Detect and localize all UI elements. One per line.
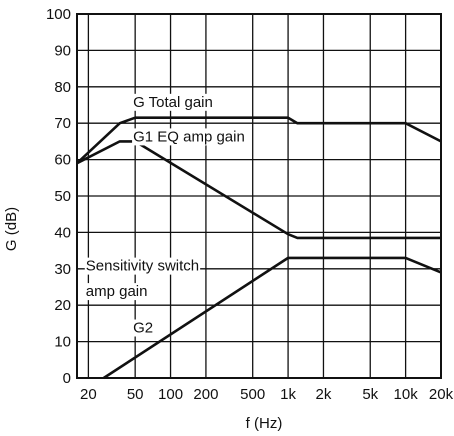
x-tick-label: 2k bbox=[316, 386, 332, 403]
x-tick-label: 500 bbox=[240, 386, 265, 403]
series-line-total bbox=[76, 116, 442, 165]
y-tick-label: 10 bbox=[54, 334, 71, 351]
x-tick-label: 100 bbox=[158, 386, 183, 403]
series-line-sens bbox=[102, 256, 442, 380]
y-tick-label: 30 bbox=[54, 261, 71, 278]
series-lines bbox=[76, 116, 442, 380]
annotation-bg bbox=[84, 283, 149, 301]
grid-lines bbox=[77, 13, 442, 379]
annotation-bg bbox=[132, 319, 155, 337]
annotation-part: G Total gain bbox=[133, 94, 213, 111]
x-tick-label: 200 bbox=[193, 386, 218, 403]
y-tick-label: 50 bbox=[54, 188, 71, 205]
y-tick-labels: 0 10 20 30 40 50 60 70 80 90 100 bbox=[46, 6, 71, 387]
y-tick-label: 0 bbox=[63, 370, 71, 387]
x-tick-label: 1k bbox=[280, 386, 296, 403]
annotation-g2: G2 bbox=[133, 320, 153, 337]
x-tick-label: 20 bbox=[80, 386, 97, 403]
annotations: G Total gain G1 EQ amp gain Sensitivity sw… bbox=[84, 93, 246, 337]
annotation-sens1: Sensitivity switch bbox=[86, 258, 199, 275]
annotation-sens2: amp gain bbox=[86, 283, 148, 300]
x-tick-label: 5k bbox=[362, 386, 378, 403]
x-tick-label: 10k bbox=[394, 386, 419, 403]
y-tick-label: 90 bbox=[54, 42, 71, 59]
x-tick-label: 20k bbox=[429, 386, 454, 403]
annotation-part: Sensitivity switch bbox=[86, 258, 199, 275]
annotation-part: G2 bbox=[133, 320, 153, 337]
x-tick-labels: 20 50 100 200 500 1k 2k 5k 10k 20k bbox=[80, 386, 454, 403]
y-tick-label: 20 bbox=[54, 297, 71, 314]
x-axis-label: f (Hz) bbox=[246, 415, 283, 432]
annotation-eq: G1 EQ amp gain bbox=[133, 128, 245, 145]
y-tick-label: 70 bbox=[54, 115, 71, 132]
y-tick-label: 40 bbox=[54, 224, 71, 241]
annotation-part: amp gain bbox=[86, 283, 148, 300]
y-tick-label: 100 bbox=[46, 6, 71, 23]
y-tick-label: 60 bbox=[54, 152, 71, 169]
plot-frame bbox=[76, 13, 442, 379]
x-tick-label: 50 bbox=[127, 386, 144, 403]
annotation-bg bbox=[84, 257, 201, 275]
annotation-part: EQ amp gain bbox=[153, 128, 245, 145]
annotation-bg bbox=[132, 93, 214, 111]
annotation-total: G Total gain bbox=[133, 94, 213, 111]
annotation-bg bbox=[132, 128, 246, 146]
series-line-eq bbox=[76, 140, 441, 240]
annotation-part: G1 bbox=[133, 128, 153, 145]
y-tick-label: 80 bbox=[54, 79, 71, 96]
y-axis-label: G (dB) bbox=[3, 207, 20, 251]
